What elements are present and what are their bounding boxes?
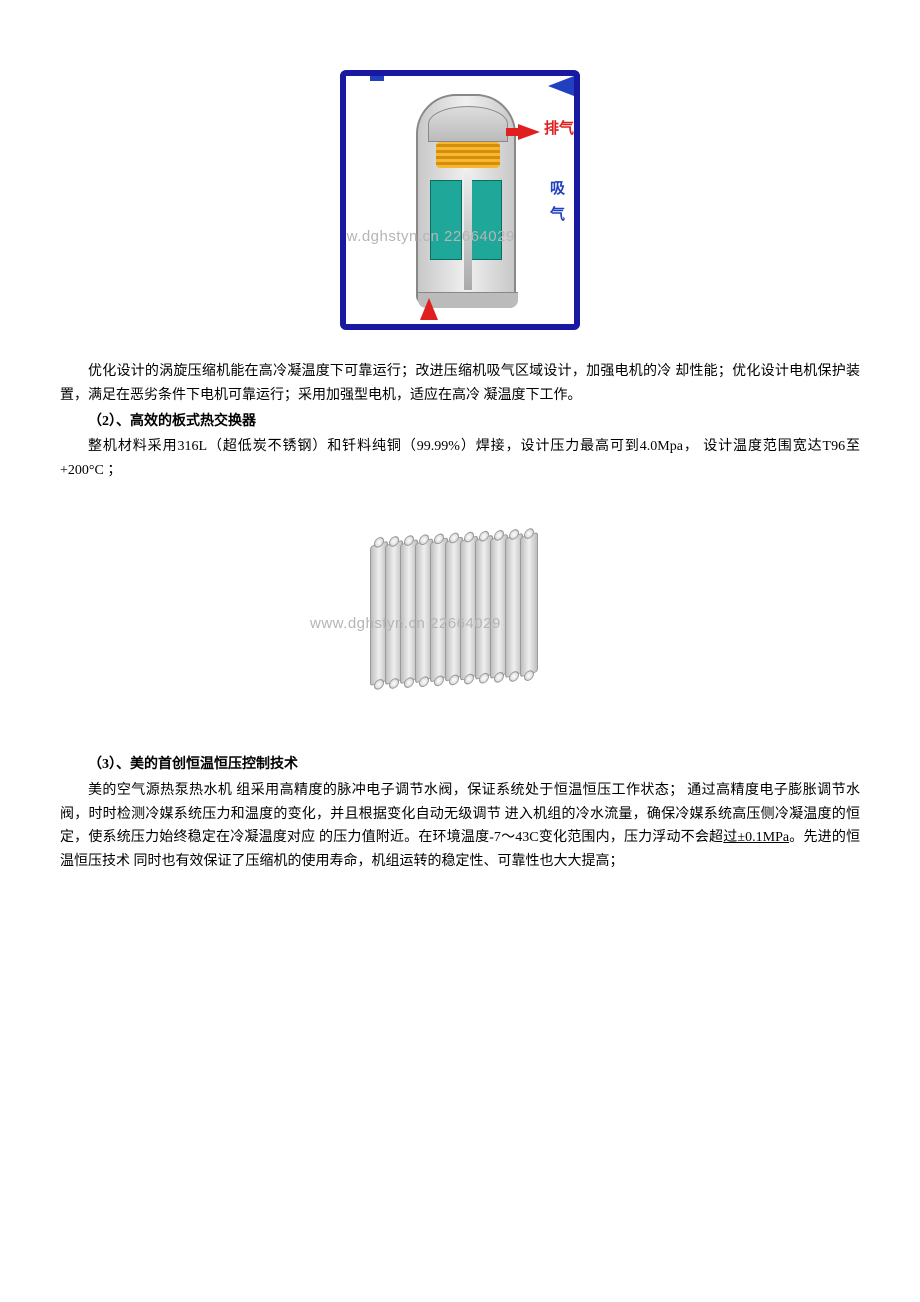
subheading-2: （2）、高效的板式热交换器	[60, 410, 860, 434]
intake-arrow-icon	[346, 76, 574, 96]
paragraph-compressor: 优化设计的涡旋压缩机能在高冷凝温度下可靠运行；改进压缩机吸气区域设计，加强电机的…	[60, 360, 860, 408]
exhaust-arrow-icon	[518, 124, 540, 140]
intake-label: 吸气	[550, 176, 574, 227]
figure2-watermark: www.dghstyn.cn 22664029	[310, 611, 501, 637]
compressor-dome	[428, 106, 508, 142]
bottom-arrow-icon	[420, 298, 438, 320]
para3-underline: 过±0.1MPa	[723, 830, 789, 845]
exchanger-plate	[520, 532, 538, 678]
compressor-figure-wrap: 排气 吸气 www.dghstyn.cn 22664029	[60, 70, 860, 330]
paragraph-control-tech: 美的空气源热泵热水机 组采用高精度的脉冲电子调节水阀，保证系统处于恒温恒压工作状…	[60, 779, 860, 874]
compressor-scroll	[436, 142, 500, 168]
compressor-shell	[416, 94, 516, 304]
exchanger-figure-wrap: www.dghstyn.cn 22664029	[60, 493, 860, 723]
exhaust-label: 排气	[544, 116, 574, 142]
exchanger-figure: www.dghstyn.cn 22664029	[320, 493, 600, 723]
subheading-3: （3）、美的首创恒温恒压控制技术	[60, 753, 860, 777]
figure1-watermark: www.dghstyn.cn 22664029	[340, 224, 515, 250]
compressor-figure: 排气 吸气 www.dghstyn.cn 22664029	[340, 70, 580, 330]
paragraph-exchanger: 整机材料采用316L（超低炭不锈钢）和钎料纯铜（99.99%）焊接，设计压力最高…	[60, 435, 860, 483]
plate-stack	[370, 488, 550, 726]
